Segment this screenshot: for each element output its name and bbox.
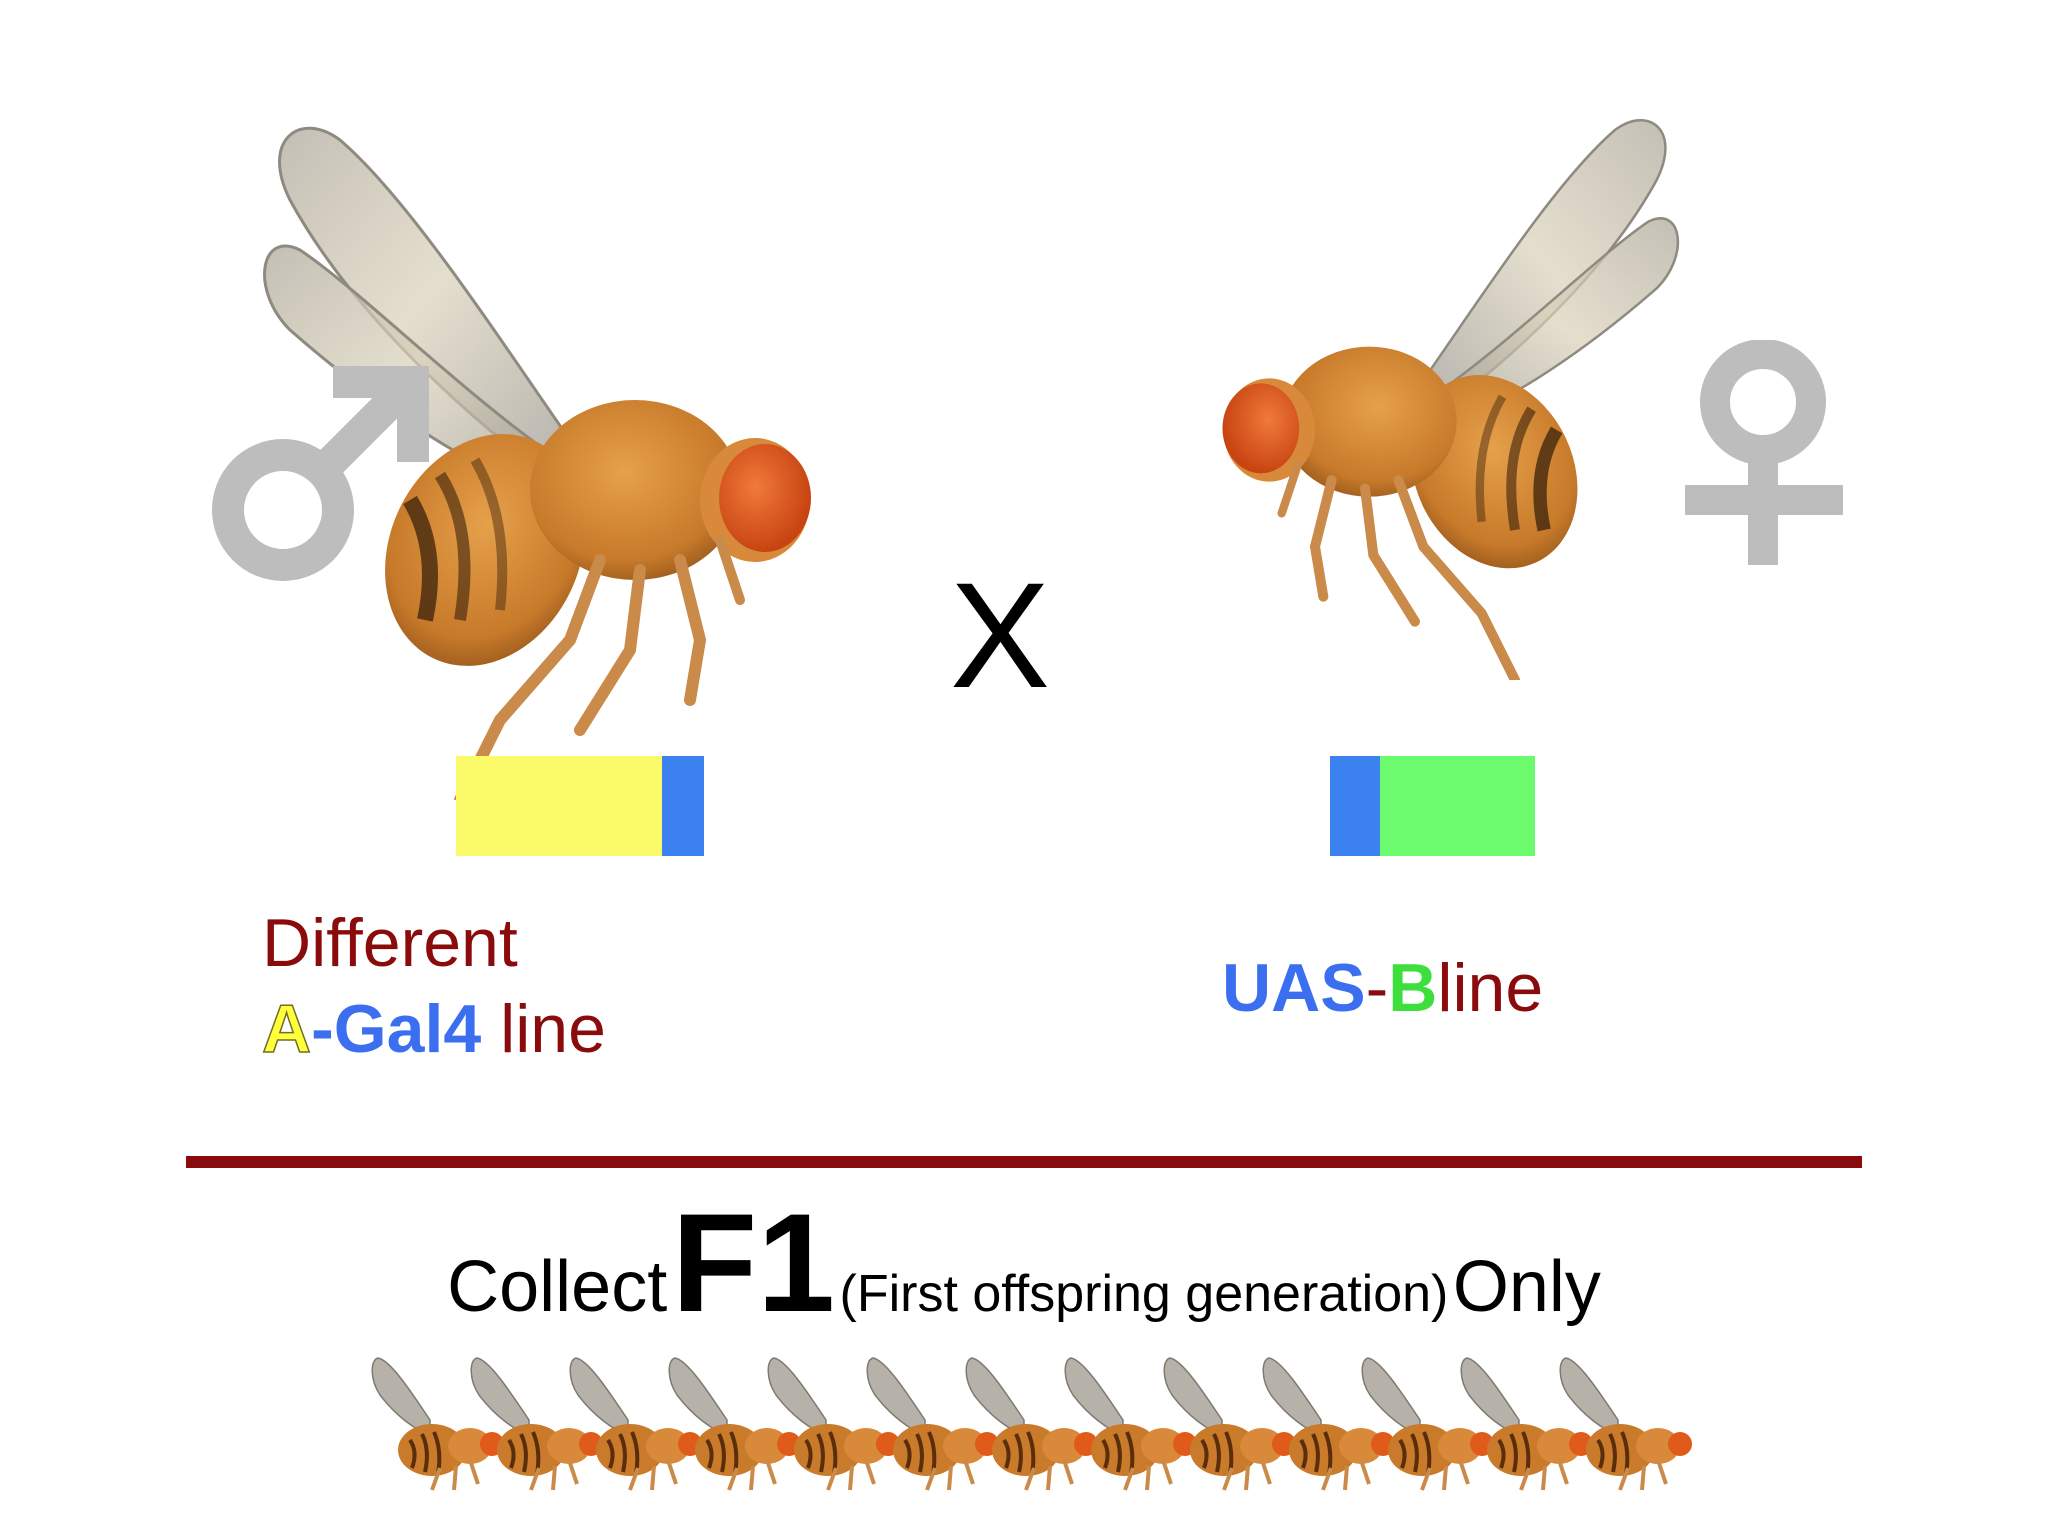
female-symbol-icon — [1685, 340, 1843, 565]
only-word: Only — [1452, 1247, 1601, 1327]
f1-explanation: (First offspring generation) — [839, 1265, 1449, 1323]
a-letter: A — [261, 990, 312, 1068]
line-suffix: line — [481, 991, 606, 1067]
gal4-blue-segment — [662, 756, 704, 856]
gal4-line-label: Different A-Gal4 line — [261, 900, 606, 1072]
cross-symbol: X — [949, 551, 1051, 719]
f1-label: F1 — [671, 1184, 836, 1341]
offspring-flies — [370, 1356, 1694, 1492]
male-symbol-icon — [212, 366, 429, 581]
divider-line — [186, 1156, 1862, 1168]
line-suffix: line — [1437, 950, 1544, 1026]
dash: - — [1365, 950, 1389, 1026]
female-fly-icon — [1180, 80, 1700, 680]
collect-instruction: Collect F1 (First offspring generation) … — [0, 1182, 2048, 1344]
uas-text: UAS — [1222, 950, 1366, 1026]
uas-green-segment — [1380, 756, 1535, 856]
offspring-fly-icon — [1558, 1356, 1694, 1492]
gal4-yellow-segment — [456, 756, 662, 856]
different-label: Different — [262, 905, 518, 981]
uas-blue-segment — [1330, 756, 1380, 856]
uas-line-label: UAS-Bline — [1222, 945, 1543, 1031]
dash: - — [311, 991, 334, 1067]
collect-word: Collect — [447, 1247, 668, 1327]
gal4-text: Gal4 — [333, 991, 482, 1067]
a-gal4-label: A-Gal4 line — [261, 986, 606, 1072]
b-letter: B — [1388, 950, 1438, 1026]
